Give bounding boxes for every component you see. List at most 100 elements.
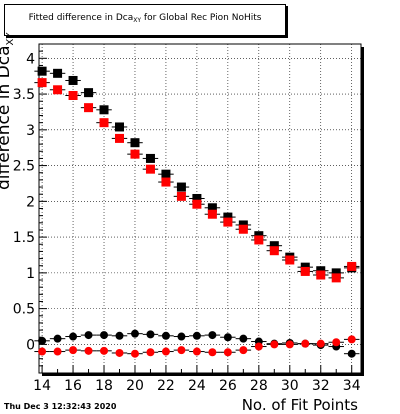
series-2-point-7 <box>146 330 155 339</box>
series-0-point-11 <box>207 203 217 213</box>
series-3-point-0 <box>38 347 47 356</box>
x-tick-label-1: 16 <box>64 378 82 394</box>
chart-title-box: Fitted difference in DcaXY for Global Re… <box>4 4 286 36</box>
series-1-point-10 <box>192 199 202 209</box>
x-tick-label-4: 22 <box>157 378 175 394</box>
series-2-point-4 <box>100 331 109 340</box>
series-1-point-3 <box>84 103 94 113</box>
series-0-point-1 <box>53 68 63 78</box>
series-1-point-14 <box>254 235 264 245</box>
series-3-point-16 <box>285 340 294 349</box>
series-3-point-11 <box>208 348 217 357</box>
series-2-point-20 <box>347 349 356 358</box>
chart-title-prefix: Fitted difference in Dca <box>28 13 134 23</box>
y-tick-label-2: 1 <box>26 266 35 282</box>
series-3-point-3 <box>84 346 93 355</box>
series-1-point-1 <box>53 85 63 95</box>
x-axis-label: No. of Fit Points <box>241 396 358 414</box>
series-3-point-17 <box>301 339 310 348</box>
y-tick-label-0: 0 <box>26 337 35 353</box>
series-3-point-20 <box>347 335 356 344</box>
y-tick-label-4: 2 <box>26 194 35 210</box>
series-2-point-13 <box>239 334 248 343</box>
series-1-point-11 <box>207 209 217 219</box>
series-3-point-1 <box>53 347 62 356</box>
series-3-point-4 <box>100 346 109 355</box>
y-tick-label-3: 1.5 <box>13 230 35 246</box>
x-tick-label-2: 18 <box>95 378 113 394</box>
series-0-point-3 <box>84 88 94 98</box>
series-3-point-18 <box>316 339 325 348</box>
chart-title-suffix: for Global Rec Pion NoHits <box>141 13 262 23</box>
series-0-point-2 <box>68 75 78 85</box>
series-3-point-8 <box>161 347 170 356</box>
series-3-point-6 <box>130 349 139 358</box>
series-2-point-12 <box>223 333 232 342</box>
chart-title-subscript: XY <box>133 17 142 24</box>
series-0-point-12 <box>223 212 233 222</box>
x-tick-label-6: 26 <box>219 378 237 394</box>
series-1-point-6 <box>130 149 140 159</box>
x-tick-label-8: 30 <box>281 378 299 394</box>
series-1-point-13 <box>238 224 248 234</box>
series-1-point-8 <box>161 177 171 187</box>
series-0-point-5 <box>115 122 124 132</box>
series-0-point-0 <box>37 66 47 76</box>
series-1-point-18 <box>316 270 326 280</box>
y-tick-label-5: 2.5 <box>13 159 35 175</box>
series-3-point-5 <box>115 348 124 357</box>
x-tick-label-5: 24 <box>188 378 206 394</box>
series-1-point-17 <box>300 266 310 276</box>
series-3-point-9 <box>177 346 186 355</box>
series-3-point-10 <box>192 347 201 356</box>
y-axis-label: difference in DcaXY <box>0 20 16 190</box>
series-1-point-0 <box>37 78 47 88</box>
series-1-point-5 <box>115 133 124 143</box>
series-2-point-10 <box>192 331 201 340</box>
series-1-point-4 <box>99 118 109 128</box>
series-3-point-19 <box>332 338 341 347</box>
series-0-point-7 <box>145 153 155 163</box>
series-2-point-6 <box>130 329 139 338</box>
x-tick-label-0: 14 <box>33 378 51 394</box>
series-3-point-13 <box>239 346 248 355</box>
series-0-point-15 <box>269 241 279 251</box>
series-0-point-4 <box>99 105 109 115</box>
series-2-point-9 <box>177 332 186 341</box>
series-3-point-7 <box>146 348 155 357</box>
series-2-point-1 <box>53 334 62 343</box>
series-2-point-2 <box>69 332 78 341</box>
x-tick-label-3: 20 <box>126 378 144 394</box>
series-2-point-11 <box>208 331 217 340</box>
series-1-point-2 <box>68 90 78 100</box>
y-tick-label-7: 3.5 <box>13 87 35 103</box>
y-axis-label-subscript: XY <box>5 32 16 46</box>
series-0-point-10 <box>192 193 202 203</box>
y-tick-label-6: 3 <box>26 123 35 139</box>
series-1-point-16 <box>285 255 295 265</box>
series-0-point-9 <box>176 182 186 192</box>
y-tick-label-1: 0.5 <box>13 302 35 318</box>
series-1-point-9 <box>176 191 186 201</box>
series-0-point-6 <box>130 138 140 148</box>
y-tick-label-8: 4 <box>26 51 35 67</box>
series-2-point-3 <box>84 331 93 340</box>
series-1-point-12 <box>223 217 233 227</box>
x-tick-label-9: 32 <box>312 378 330 394</box>
timestamp: Thu Dec 3 12:32:43 2020 <box>4 402 117 411</box>
series-3-point-2 <box>69 346 78 355</box>
series-3-point-15 <box>270 340 279 349</box>
series-3-point-12 <box>223 348 232 357</box>
series-2-point-8 <box>161 331 170 340</box>
series-1-point-15 <box>269 246 279 256</box>
series-1-point-19 <box>331 273 341 283</box>
series-0-point-19 <box>331 268 341 278</box>
series-2-point-5 <box>115 331 124 340</box>
series-0-point-8 <box>161 169 171 179</box>
series-3-point-14 <box>254 342 263 351</box>
series-1-point-20 <box>347 261 357 271</box>
x-tick-label-10: 34 <box>343 378 361 394</box>
series-1-point-7 <box>145 164 155 174</box>
